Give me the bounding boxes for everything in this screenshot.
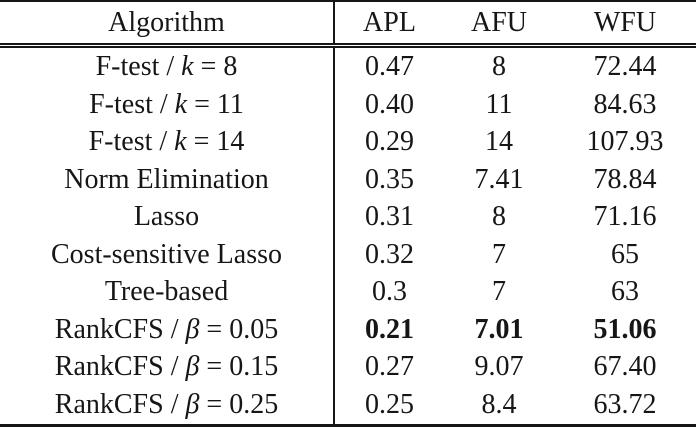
algorithm-label-prefix: Norm Elimination [64,163,269,195]
cell-apl: 0.47 [365,51,414,83]
algorithm-label-prefix: Lasso [133,201,200,233]
algorithm-label-prefix: Cost-sensitive Lasso [51,238,282,270]
cell-afu: 7 [492,276,506,308]
cell-afu: 8.4 [481,388,517,420]
algorithm-label-suffix: = 11 [187,89,244,121]
algorithm-label-prefix: RankCFS / [54,313,186,345]
cell-afu: 8 [492,51,506,83]
algorithm-label-math-symbol: β [185,388,200,420]
cell-algorithm: RankCFS / β = 0.15 [0,348,335,386]
cell-wfu: 63.72 [593,388,657,420]
cell-algorithm: RankCFS / β = 0.05 [0,311,335,349]
cell-apl: 0.3 [372,276,407,308]
cell-wfu: 84.63 [593,89,657,121]
cell-wfu: 71.16 [593,201,657,233]
cell-algorithm: F-test / k = 8 [0,45,335,87]
table-row: Tree-based 0.3 7 63 [0,273,696,312]
algorithm-label-suffix: = 0.15 [199,351,279,383]
cell-algorithm: F-test / k = 11 [0,86,335,124]
cell-afu: 9.07 [474,351,524,383]
algorithm-label-suffix: = 8 [193,51,238,83]
cell-apl: 0.25 [365,388,414,420]
cell-wfu: 107.93 [586,126,664,158]
algorithm-label-math-symbol: k [181,51,194,83]
cell-wfu: 65 [611,238,639,270]
algorithm-label-math-symbol: β [185,313,200,345]
algorithm-label-prefix: F-test / [95,51,182,83]
cell-afu: 11 [485,89,513,121]
column-header-afu: AFU [444,1,554,48]
cell-algorithm: Lasso [0,198,335,237]
cell-apl: 0.32 [365,238,414,270]
algorithm-label-prefix: F-test / [89,89,175,121]
cell-wfu: 51.06 [593,313,657,345]
table-row: Norm Elimination 0.35 7.41 78.84 [0,161,696,199]
column-header-apl: APL [334,1,444,48]
cell-afu: 7 [492,238,506,270]
algorithm-label-suffix: = 0.05 [199,313,279,345]
cell-afu: 7.41 [474,163,524,195]
algorithm-label-prefix: RankCFS / [54,388,186,420]
cell-algorithm: F-test / k = 14 [0,123,335,162]
column-header-algorithm: Algorithm [0,1,335,48]
table-row: F-test / k = 14 0.29 14 107.93 [0,123,696,162]
cell-algorithm: RankCFS / β = 0.25 [0,385,335,426]
cell-afu: 14 [485,126,513,158]
algorithm-label-suffix: = 14 [186,126,245,158]
cell-apl: 0.35 [365,163,414,195]
algorithm-label-suffix: = 0.25 [199,388,279,420]
header-row: Algorithm APL AFU WFU [0,1,696,48]
cell-apl: 0.27 [365,351,414,383]
cell-algorithm: Cost-sensitive Lasso [0,236,335,274]
table-row: RankCFS / β = 0.15 0.27 9.07 67.40 [0,348,696,386]
cell-wfu: 78.84 [593,163,657,195]
table-row: RankCFS / β = 0.25 0.25 8.4 63.72 [0,385,696,426]
algorithm-label-math-symbol: β [185,351,200,383]
table-row: Cost-sensitive Lasso 0.32 7 65 [0,236,696,274]
cell-wfu: 72.44 [593,51,657,83]
table-row: F-test / k = 11 0.40 11 84.63 [0,86,696,124]
cell-apl: 0.29 [365,126,414,158]
cell-apl: 0.40 [365,89,414,121]
table-row: F-test / k = 8 0.47 8 72.44 [0,45,696,87]
cell-apl: 0.21 [365,313,414,345]
algorithm-label-math-symbol: k [174,89,188,121]
algorithm-label-prefix: F-test / [88,126,175,158]
cell-apl: 0.31 [365,201,414,233]
column-header-wfu: WFU [554,1,696,48]
cell-afu: 7.01 [474,313,524,345]
table-row: Lasso 0.31 8 71.16 [0,198,696,237]
table-row-best-result: RankCFS / β = 0.05 0.21 7.01 51.06 [0,311,696,349]
cell-algorithm: Tree-based [0,273,335,312]
cell-algorithm: Norm Elimination [0,161,335,199]
algorithm-label-prefix: RankCFS / [54,351,186,383]
algorithm-label-math-symbol: k [174,126,187,158]
cell-wfu: 63 [611,276,639,308]
cell-afu: 8 [492,201,506,233]
cell-wfu: 67.40 [593,351,657,383]
algorithm-label-prefix: Tree-based [104,276,229,308]
